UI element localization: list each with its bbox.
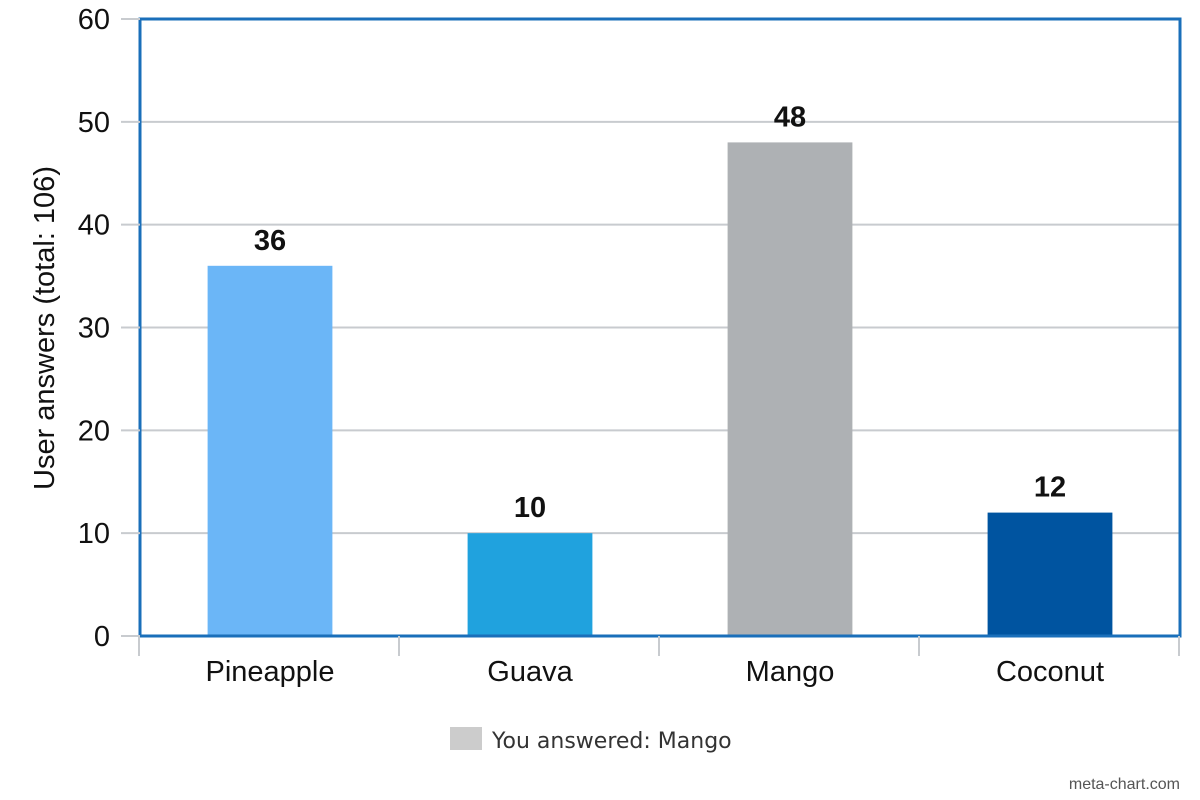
legend: You answered: Mango: [450, 727, 732, 754]
bars: [207, 142, 1113, 636]
y-tick-label: 60: [78, 4, 110, 36]
y-tick-label: 40: [78, 210, 110, 242]
bar-guava: [467, 533, 593, 636]
data-labels: 36 10 48 12: [254, 101, 1066, 524]
data-label: 48: [774, 101, 806, 133]
x-tick-label: Guava: [487, 656, 573, 688]
y-tick-label: 50: [78, 107, 110, 139]
x-tick-label: Mango: [746, 656, 835, 688]
data-label: 10: [514, 492, 546, 524]
x-axis: Pineapple Guava Mango Coconut: [138, 636, 1180, 688]
bar-coconut: [987, 512, 1113, 636]
y-tick-label: 10: [78, 518, 110, 550]
y-tick-label: 20: [78, 415, 110, 447]
y-tick-label: 30: [78, 313, 110, 345]
data-label: 36: [254, 225, 286, 257]
legend-label: You answered: Mango: [491, 729, 732, 754]
data-label: 12: [1034, 472, 1066, 504]
y-axis: 0 10 20 30 40 50 60: [78, 4, 140, 653]
y-axis-label: User answers (total: 106): [29, 166, 61, 490]
y-tick-label: 0: [94, 621, 110, 653]
bar-mango: [727, 142, 853, 636]
credit-text: meta-chart.com: [1069, 776, 1180, 793]
bar-pineapple: [207, 265, 333, 636]
x-tick-label: Pineapple: [206, 656, 335, 688]
legend-swatch: [450, 727, 482, 750]
x-tick-label: Coconut: [996, 656, 1104, 688]
